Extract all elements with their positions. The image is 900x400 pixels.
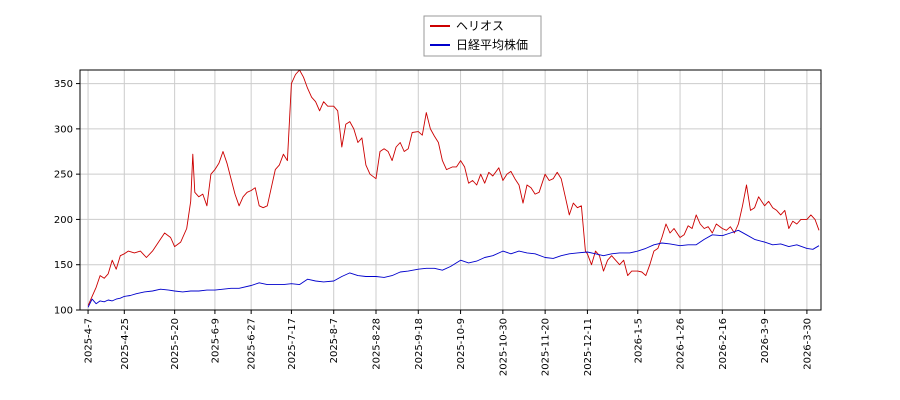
x-tick-label: 2025-12-11 [583,318,594,376]
x-tick-label: 2025-6-9 [210,318,221,363]
series-lines [87,69,820,308]
x-tick-label: 2025-10-30 [498,318,509,376]
x-tick-label: 2026-3-9 [760,318,771,363]
y-tick-label: 300 [54,124,73,135]
x-axis: 2025-4-7 2025-4-25 2025-5-20 2025-6-9 2025-6… [84,310,813,376]
x-tick-label: 2025-9-18 [414,318,425,370]
x-tick-label: 2025-8-28 [371,318,382,370]
x-tick-label: 2025-8-7 [329,318,340,363]
legend-label-helios: ヘリオス [456,19,504,33]
x-tick-label: 2025-6-27 [247,318,258,370]
legend: ヘリオス 日経平均株価 [423,15,542,57]
x-tick-label: 2025-4-25 [120,318,131,370]
plot-frame [79,69,822,311]
legend-box [423,15,542,57]
legend-label-nikkei: 日経平均株価 [456,37,528,52]
y-axis: 100 150 200 250 300 350 [54,79,80,317]
y-tick-label: 100 [54,306,73,317]
x-tick-label: 2025-7-17 [287,318,298,370]
series-line-helios [87,69,820,306]
x-tick-label: 2026-1-5 [633,318,644,363]
series-line-nikkei [87,229,820,308]
x-tick-label: 2025-11-20 [541,318,552,376]
x-tick-label: 2026-1-26 [676,318,687,370]
x-tick-label: 2025-4-7 [84,318,95,363]
x-tick-label: 2025-10-9 [456,318,467,370]
y-tick-label: 250 [54,170,73,181]
x-tick-label: 2026-3-30 [802,318,813,370]
x-tick-label: 2025-5-20 [170,318,181,370]
y-tick-label: 350 [54,79,73,90]
y-tick-label: 150 [54,260,73,271]
y-tick-label: 200 [54,215,73,226]
x-tick-label: 2026-2-16 [718,318,729,370]
